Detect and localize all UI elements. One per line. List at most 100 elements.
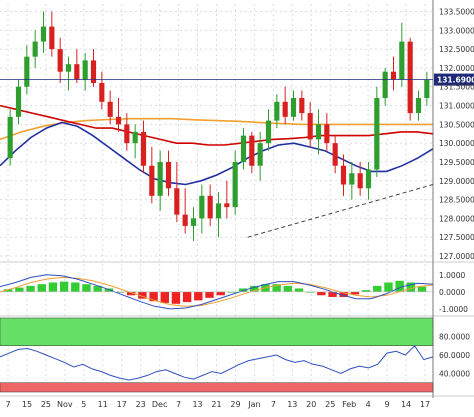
rsi-overbought-zone [0, 317, 434, 346]
macd-histogram-bar [238, 288, 248, 292]
macd-histogram-bar [227, 291, 237, 293]
y-tick-label: 129.0000 [439, 177, 474, 186]
x-tick-label: 4 [366, 400, 371, 409]
x-tick-label: 29 [230, 400, 240, 409]
candle-body [190, 218, 197, 226]
x-tick-label: 11 [98, 400, 108, 409]
x-tick-label: 15 [22, 400, 32, 409]
macd-histogram-bar [115, 291, 125, 293]
macd-histogram-bar [48, 282, 58, 292]
macd-histogram-bar [104, 288, 114, 292]
macd-histogram-bar [4, 289, 13, 292]
macd-histogram-bar [160, 291, 169, 303]
x-tick-label: 23 [136, 400, 146, 409]
candle-body [115, 116, 122, 125]
candle-body [307, 113, 313, 140]
macd-histogram-bar [417, 286, 427, 292]
y-tick-label: 130.5000 [439, 120, 474, 129]
candle-body [182, 214, 188, 226]
macd-histogram-bar [171, 291, 181, 304]
candle-body [257, 143, 263, 166]
axes: 131.6900 [0, 0, 474, 398]
candle-body [7, 116, 13, 159]
candle-body [224, 203, 230, 208]
candle-body [57, 49, 63, 72]
candle-body [274, 101, 280, 121]
rsi-y-tick-label: 80.0000 [439, 333, 470, 342]
x-tick-label: Nov [57, 400, 73, 409]
macd-histogram-bar [294, 288, 304, 292]
y-tick-label: 131.0000 [439, 102, 474, 111]
x-tick-label: 7 [176, 400, 181, 409]
x-tick-label: 13 [287, 400, 297, 409]
candle-body [399, 41, 405, 80]
candle-body [299, 98, 305, 114]
candle-body [15, 86, 22, 117]
x-tick-label: 17 [117, 400, 127, 409]
macd-histogram-bar [59, 281, 69, 292]
macd-histogram-bar [373, 285, 382, 292]
candle-body [74, 64, 80, 80]
rsi-oversold-zone [0, 382, 434, 393]
candle-body [282, 101, 288, 117]
y-tick-label: 131.5000 [439, 83, 474, 92]
candle-body [140, 131, 147, 166]
x-tick-label: Jan [247, 400, 260, 409]
candle-body [232, 161, 238, 208]
support-trendline [247, 184, 434, 238]
macd-histogram-bar [71, 282, 80, 292]
macd-histogram-bar [272, 284, 281, 292]
x-tick-label: 13 [192, 400, 202, 409]
candle-body [165, 161, 172, 189]
candle-body [82, 60, 88, 80]
candle-body [65, 64, 72, 72]
candle-body [365, 169, 372, 189]
rsi-y-tick-label: 60.0000 [439, 351, 470, 360]
macd-histogram-bar [283, 285, 292, 292]
candle-body [32, 41, 38, 57]
last-price-label: 131.6900 [437, 76, 474, 85]
macd-lines [0, 274, 434, 310]
candle-body [390, 71, 397, 80]
macd-y-tick-label: -1.0000 [439, 305, 468, 314]
macd-histogram-bar [82, 284, 91, 292]
rsi-line [0, 345, 434, 381]
y-tick-label: 130.0000 [439, 139, 474, 148]
macd-histogram-bar [127, 291, 136, 296]
candle-body [107, 101, 113, 117]
candle-body [49, 26, 55, 50]
macd-histogram-bar [216, 291, 225, 296]
macd-y-tick-label: 1.0000 [439, 271, 465, 280]
candle-body [90, 60, 97, 83]
candle-body [99, 82, 105, 102]
macd-histogram-bar [339, 291, 348, 297]
y-tick-label: 127.0000 [439, 252, 474, 261]
candle-body [332, 143, 338, 166]
candle-body [132, 131, 138, 144]
candle-body [340, 165, 347, 185]
candle-body [415, 98, 422, 114]
candle-body [290, 98, 297, 117]
macd-histogram-bar [149, 291, 158, 302]
candle-body [207, 195, 213, 219]
macd-histogram-bar [93, 285, 102, 292]
y-tick-label: 133.0000 [439, 26, 474, 35]
candles [7, 11, 430, 241]
x-tick-label: 25 [41, 400, 51, 409]
sma-blue-line [0, 121, 434, 186]
y-tick-label: 127.5000 [439, 233, 474, 242]
candle-body [40, 26, 47, 42]
sma-red-line [0, 104, 434, 146]
y-tick-label: 128.5000 [439, 196, 474, 205]
x-tick-label: 7 [271, 400, 276, 409]
candle-body [374, 98, 380, 170]
candle-body [265, 120, 272, 144]
candle-body [215, 203, 222, 219]
macd-histogram-bar [182, 291, 192, 303]
macd-histogram-bar [37, 284, 46, 292]
macd-histogram-bar [361, 290, 371, 292]
x-tick-label: 14 [401, 400, 411, 409]
macd-histogram-bar [26, 285, 35, 292]
